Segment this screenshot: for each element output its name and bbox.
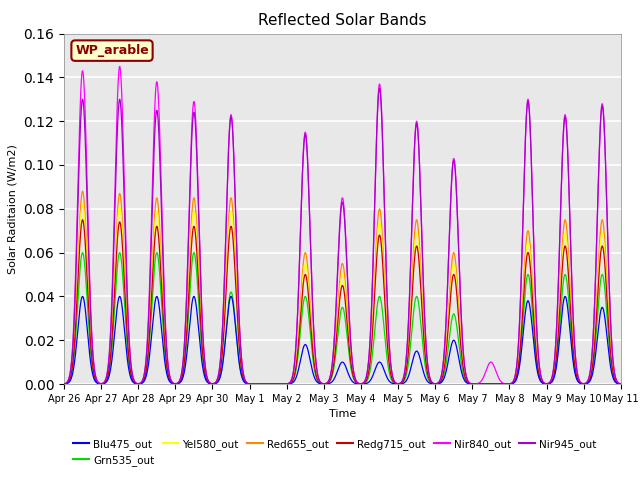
Yel580_out — [161, 327, 168, 333]
Nir840_out — [161, 287, 168, 293]
Nir840_out — [436, 376, 444, 382]
Yel580_out — [499, 381, 507, 387]
Red655_out — [60, 381, 68, 387]
Red655_out — [467, 381, 475, 387]
Line: Yel580_out: Yel580_out — [64, 204, 621, 384]
Nir945_out — [617, 381, 625, 387]
Blu475_out — [616, 381, 624, 387]
Redg715_out — [436, 379, 444, 384]
Yel580_out — [60, 381, 68, 387]
Nir945_out — [376, 85, 383, 91]
Line: Redg715_out: Redg715_out — [64, 220, 621, 384]
Blu475_out — [499, 381, 507, 387]
Red655_out — [436, 378, 444, 384]
Blu475_out — [161, 354, 168, 360]
Title: Reflected Solar Bands: Reflected Solar Bands — [258, 13, 427, 28]
Yel580_out — [487, 381, 495, 387]
Yel580_out — [617, 381, 625, 387]
Blu475_out — [79, 294, 86, 300]
Grn535_out — [487, 381, 495, 387]
Grn535_out — [322, 381, 330, 387]
Redg715_out — [617, 381, 625, 387]
Red655_out — [161, 323, 168, 329]
Grn535_out — [60, 381, 68, 387]
Blu475_out — [436, 380, 444, 386]
Red655_out — [79, 189, 86, 194]
Line: Blu475_out: Blu475_out — [64, 297, 621, 384]
Redg715_out — [487, 381, 495, 387]
Red655_out — [499, 381, 507, 387]
Nir945_out — [322, 381, 330, 386]
Grn535_out — [616, 381, 624, 387]
Legend: Blu475_out, Grn535_out, Yel580_out, Red655_out, Redg715_out, Nir840_out, Nir945_: Blu475_out, Grn535_out, Yel580_out, Red6… — [69, 435, 600, 470]
Nir840_out — [499, 380, 507, 386]
Grn535_out — [617, 381, 625, 387]
Line: Red655_out: Red655_out — [64, 192, 621, 384]
Red655_out — [322, 381, 330, 386]
Nir840_out — [116, 63, 124, 69]
Text: WP_arable: WP_arable — [75, 44, 149, 57]
Redg715_out — [161, 332, 168, 338]
Nir840_out — [322, 381, 330, 386]
Yel580_out — [322, 381, 330, 386]
Nir945_out — [60, 381, 68, 387]
Nir945_out — [499, 381, 507, 387]
Nir840_out — [617, 381, 625, 387]
Nir945_out — [616, 381, 624, 386]
Line: Nir945_out: Nir945_out — [64, 88, 621, 384]
Redg715_out — [499, 381, 507, 387]
Line: Grn535_out: Grn535_out — [64, 252, 621, 384]
Red655_out — [617, 381, 625, 387]
X-axis label: Time: Time — [329, 409, 356, 419]
Redg715_out — [322, 381, 330, 386]
Nir840_out — [468, 381, 476, 386]
Nir840_out — [616, 381, 624, 386]
Yel580_out — [79, 202, 86, 207]
Redg715_out — [60, 381, 68, 387]
Nir945_out — [160, 292, 168, 298]
Yel580_out — [436, 378, 444, 384]
Redg715_out — [79, 217, 86, 223]
Yel580_out — [467, 381, 475, 387]
Grn535_out — [499, 381, 507, 387]
Blu475_out — [264, 381, 272, 387]
Redg715_out — [467, 381, 475, 387]
Blu475_out — [60, 381, 68, 387]
Nir945_out — [487, 381, 495, 387]
Nir945_out — [467, 381, 475, 386]
Yel580_out — [616, 381, 624, 387]
Grn535_out — [79, 250, 86, 255]
Blu475_out — [468, 381, 476, 387]
Nir945_out — [436, 376, 444, 382]
Red655_out — [616, 381, 624, 387]
Grn535_out — [436, 380, 444, 385]
Blu475_out — [322, 381, 330, 387]
Grn535_out — [161, 340, 168, 346]
Y-axis label: Solar Raditaion (W/m2): Solar Raditaion (W/m2) — [8, 144, 18, 274]
Redg715_out — [616, 381, 624, 387]
Red655_out — [487, 381, 495, 387]
Grn535_out — [467, 381, 475, 387]
Nir840_out — [264, 381, 272, 387]
Line: Nir840_out: Nir840_out — [64, 66, 621, 384]
Nir840_out — [60, 381, 68, 387]
Blu475_out — [617, 381, 625, 387]
